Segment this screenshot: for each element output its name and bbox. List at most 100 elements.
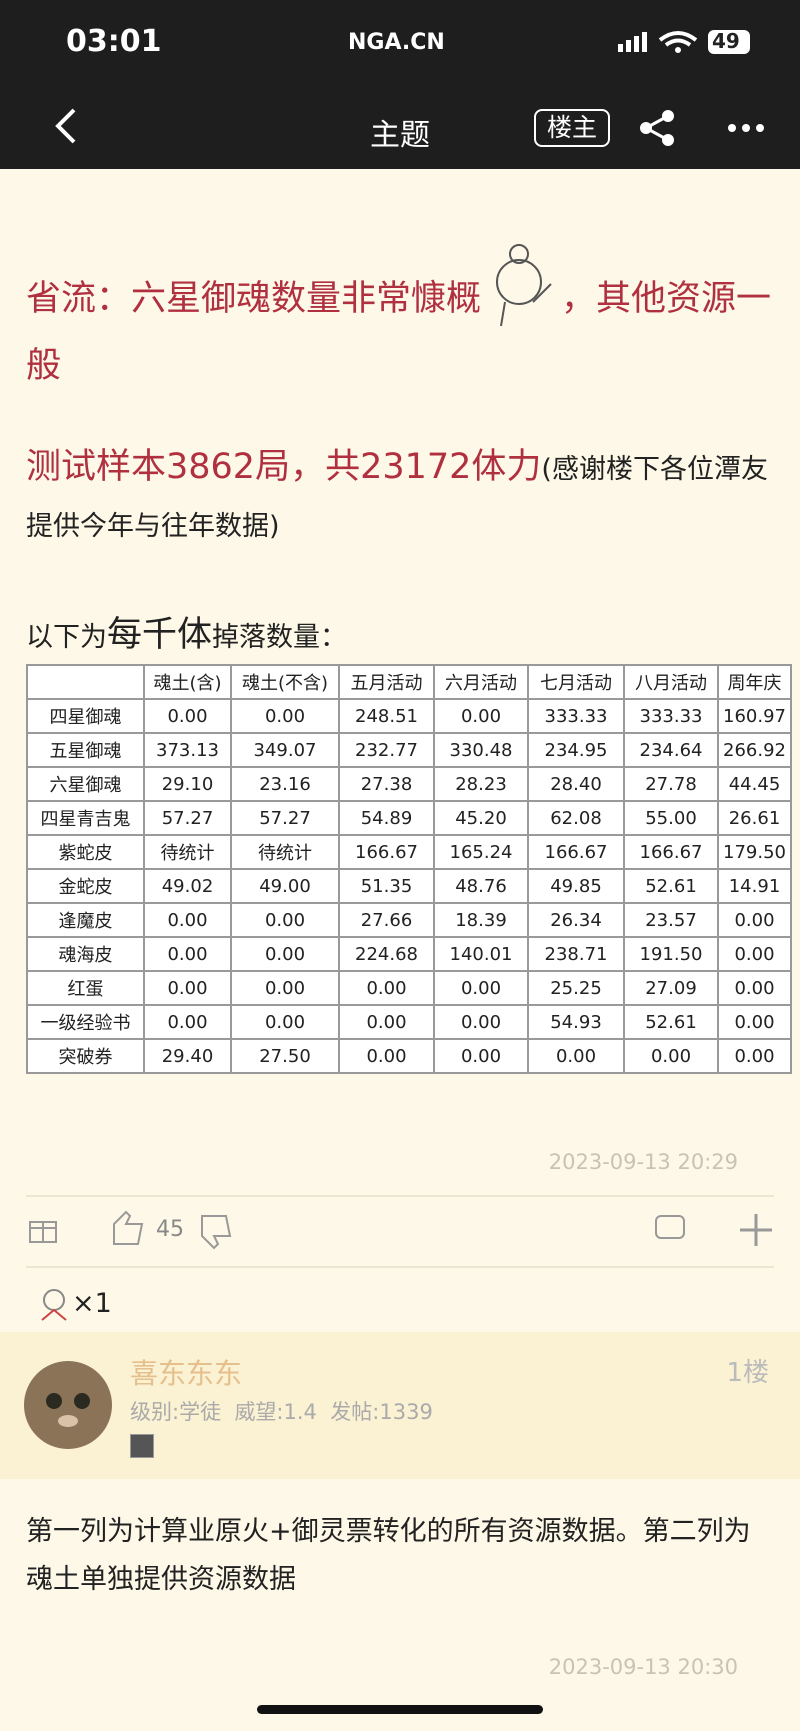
table-cell: 27.38 <box>338 766 435 802</box>
table-cell: 25.25 <box>527 970 625 1006</box>
table-cell: 330.48 <box>433 732 529 768</box>
table-cell: 18.39 <box>433 902 529 938</box>
table-cell: 0.00 <box>338 970 435 1006</box>
post-date: 2023-09-13 20:29 <box>548 1150 738 1174</box>
table-cell: 349.07 <box>230 732 340 768</box>
table-row: 一级经验书 0.00 0.00 0.00 0.00 54.93 52.61 0.00 <box>26 1004 792 1040</box>
table-cell: 0.00 <box>717 936 792 972</box>
reaction-count: ×1 <box>72 1288 112 1319</box>
table-row: 魂海皮 0.00 0.00 224.68 140.01 238.71 191.50 0.00 <box>26 936 792 972</box>
table-cell: 28.40 <box>527 766 625 802</box>
table-row: 六星御魂 29.10 23.16 27.38 28.23 28.40 27.78 44.45 <box>26 766 792 802</box>
table-cell: 166.67 <box>623 834 719 870</box>
table-cell: 55.00 <box>623 800 719 836</box>
table-cell: 57.27 <box>143 800 232 836</box>
sample-main: 测试样本3862局，共23172体力 <box>26 447 542 487</box>
table-cell: 0.00 <box>230 936 340 972</box>
table-cell: 14.91 <box>717 868 792 904</box>
table-cell: 一级经验书 <box>26 1004 145 1040</box>
intro: 以下为每千体掉落数量： <box>26 606 347 657</box>
intro-text: 以下为 <box>26 622 107 653</box>
divider <box>26 1195 774 1197</box>
badge <box>130 1434 154 1458</box>
table-cell: 52.61 <box>623 868 719 904</box>
table-header: 魂土(含) 魂土(不含) 五月活动 六月活动 七月活动 八月活动 周年庆 <box>26 664 792 700</box>
table-cell: 29.10 <box>143 766 232 802</box>
table-cell: 0.00 <box>433 1038 529 1074</box>
table-cell <box>26 664 145 700</box>
table-cell: 333.33 <box>527 698 625 734</box>
table-cell: 28.23 <box>433 766 529 802</box>
owner-button[interactable]: 楼主 <box>534 109 610 147</box>
sample-paragraph: 测试样本3862局，共23172体力(感谢楼下各位潭友提供今年与往年数据) <box>26 440 776 557</box>
table-cell: 六月活动 <box>433 664 529 700</box>
table-cell: 49.85 <box>527 868 625 904</box>
table-cell: 26.34 <box>527 902 625 938</box>
table-row: 四星青吉鬼 57.27 57.27 54.89 45.20 62.08 55.00 26.61 <box>26 800 792 836</box>
table-cell: 234.95 <box>527 732 625 768</box>
table-cell: 266.92 <box>717 732 792 768</box>
table-cell: 魂土(不含) <box>230 664 340 700</box>
table-cell: 0.00 <box>230 970 340 1006</box>
table-cell: 0.00 <box>230 1004 340 1040</box>
table-cell: 29.40 <box>143 1038 232 1074</box>
post-title: 省流：六星御魂数量非常慷概 ，其他资源一般 <box>26 240 776 400</box>
intro-emphasis: 每千体 <box>107 615 213 655</box>
table-cell: 0.00 <box>433 1004 529 1040</box>
table-cell: 四星御魂 <box>26 698 145 734</box>
table-cell: 0.00 <box>623 1038 719 1074</box>
sample-note: (感谢楼下各位潭友提供今年与往年数据) <box>26 454 768 542</box>
table-cell: 0.00 <box>433 698 529 734</box>
back-button[interactable] <box>52 106 82 146</box>
table-cell: 248.51 <box>338 698 435 734</box>
table-row: 红蛋 0.00 0.00 0.00 0.00 25.25 27.09 0.00 <box>26 970 792 1006</box>
table-cell: 54.89 <box>338 800 435 836</box>
table-cell: 突破券 <box>26 1038 145 1074</box>
table-cell: 0.00 <box>143 936 232 972</box>
table-cell: 五月活动 <box>338 664 435 700</box>
table-cell: 金蛇皮 <box>26 868 145 904</box>
reply-floor: 1楼 <box>726 1358 769 1388</box>
table-cell: 232.77 <box>338 732 435 768</box>
status-time: 03:01 <box>66 24 162 59</box>
table-cell: 234.64 <box>623 732 719 768</box>
table-cell: 166.67 <box>527 834 625 870</box>
table-cell: 0.00 <box>433 970 529 1006</box>
reply-stats: 级别:学徒 威望:1.4 发帖:1339 <box>130 1396 433 1426</box>
table-cell: 魂海皮 <box>26 936 145 972</box>
table-cell: 54.93 <box>527 1004 625 1040</box>
table-cell: 待统计 <box>230 834 340 870</box>
table-cell: 26.61 <box>717 800 792 836</box>
nav-icons <box>640 110 764 146</box>
table-row: 逢魔皮 0.00 0.00 27.66 18.39 26.34 23.57 0.00 <box>26 902 792 938</box>
intro-text: 掉落数量： <box>212 622 348 653</box>
table-cell: 333.33 <box>623 698 719 734</box>
home-indicator <box>257 1705 543 1714</box>
table-cell: 373.13 <box>143 732 232 768</box>
nav-title: 主题 <box>370 118 430 153</box>
app-logo: NGA.CN <box>348 30 445 55</box>
header-bar: 03:01 NGA.CN 49 主题 楼主 <box>0 0 800 169</box>
table-cell: 逢魔皮 <box>26 902 145 938</box>
table-cell: 160.97 <box>717 698 792 734</box>
table-cell: 紫蛇皮 <box>26 834 145 870</box>
reply-user[interactable]: 喜东东东 <box>130 1357 243 1390</box>
reply-date: 2023-09-13 20:30 <box>548 1655 738 1679</box>
table-cell: 0.00 <box>338 1038 435 1074</box>
like-count: 45 <box>156 1217 184 1242</box>
table-cell: 红蛋 <box>26 970 145 1006</box>
table-cell: 27.66 <box>338 902 435 938</box>
table-cell: 179.50 <box>717 834 792 870</box>
table-cell: 0.00 <box>143 1004 232 1040</box>
table-cell: 0.00 <box>143 902 232 938</box>
table-cell: 0.00 <box>717 1004 792 1040</box>
table-cell: 六星御魂 <box>26 766 145 802</box>
table-cell: 44.45 <box>717 766 792 802</box>
table-row: 四星御魂 0.00 0.00 248.51 0.00 333.33 333.33 160.97 <box>26 698 792 734</box>
table-cell: 23.57 <box>623 902 719 938</box>
table-cell: 45.20 <box>433 800 529 836</box>
table-cell: 0.00 <box>717 1038 792 1074</box>
table-cell: 52.61 <box>623 1004 719 1040</box>
table-cell: 140.01 <box>433 936 529 972</box>
avatar[interactable] <box>24 1361 112 1449</box>
